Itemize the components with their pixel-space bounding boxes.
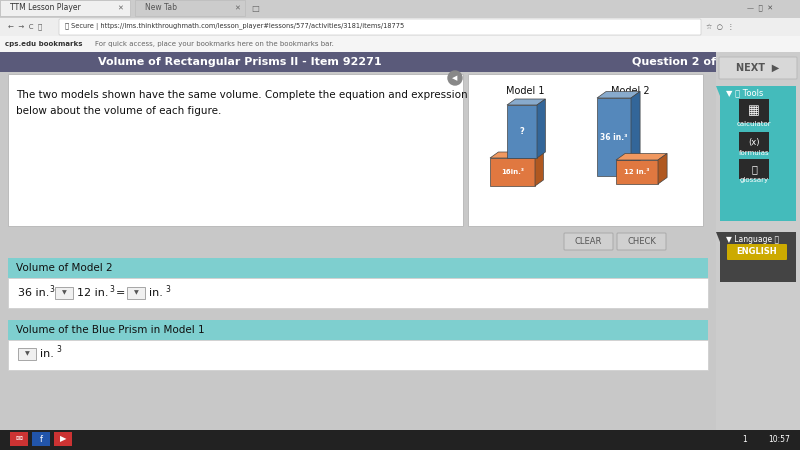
Text: ▼: ▼ bbox=[25, 351, 30, 356]
Text: Volume of Rectangular Prisms II - Item 92271: Volume of Rectangular Prisms II - Item 9… bbox=[98, 57, 382, 67]
FancyBboxPatch shape bbox=[616, 160, 658, 184]
Text: 3: 3 bbox=[165, 284, 170, 293]
FancyBboxPatch shape bbox=[739, 159, 769, 179]
Polygon shape bbox=[658, 153, 667, 184]
Text: (x): (x) bbox=[748, 138, 760, 147]
Text: =: = bbox=[116, 288, 126, 298]
FancyBboxPatch shape bbox=[0, 0, 130, 16]
Text: The two models shown have the same volume. Complete the equation and expression
: The two models shown have the same volum… bbox=[16, 90, 468, 117]
FancyBboxPatch shape bbox=[507, 105, 537, 158]
Text: f: f bbox=[39, 435, 42, 444]
FancyBboxPatch shape bbox=[720, 86, 796, 221]
Text: ▼ Language ⓘ: ▼ Language ⓘ bbox=[726, 234, 779, 243]
Text: 3: 3 bbox=[49, 284, 54, 293]
Text: 🔒 Secure | https://lms.thinkthroughmath.com/lesson_player#lessons/577/activities: 🔒 Secure | https://lms.thinkthroughmath.… bbox=[65, 23, 404, 31]
Text: ✕: ✕ bbox=[234, 5, 240, 11]
Polygon shape bbox=[535, 152, 543, 186]
FancyBboxPatch shape bbox=[716, 52, 800, 430]
Text: ✕: ✕ bbox=[117, 5, 123, 11]
FancyBboxPatch shape bbox=[468, 74, 703, 226]
FancyBboxPatch shape bbox=[719, 57, 797, 79]
Text: NEXT  ▶: NEXT ▶ bbox=[736, 63, 780, 73]
Text: 📋: 📋 bbox=[751, 164, 757, 174]
FancyBboxPatch shape bbox=[8, 258, 708, 278]
Text: Question 2 of 7: Question 2 of 7 bbox=[632, 57, 728, 67]
Text: ▦: ▦ bbox=[748, 104, 760, 117]
FancyBboxPatch shape bbox=[10, 432, 28, 446]
Polygon shape bbox=[616, 153, 667, 160]
Text: glossary: glossary bbox=[739, 177, 769, 183]
FancyBboxPatch shape bbox=[597, 98, 631, 176]
Text: ✉: ✉ bbox=[15, 435, 22, 444]
Text: CHECK: CHECK bbox=[627, 237, 656, 246]
Polygon shape bbox=[490, 152, 543, 158]
Text: 36 in.³: 36 in.³ bbox=[600, 132, 628, 141]
Text: in.: in. bbox=[149, 288, 163, 298]
Text: ←  →  C  🏠: ← → C 🏠 bbox=[8, 24, 42, 30]
Text: ▼: ▼ bbox=[134, 291, 138, 296]
Text: 16in.³: 16in.³ bbox=[501, 169, 524, 175]
Polygon shape bbox=[716, 86, 720, 96]
Text: ☆  ○  ⋮: ☆ ○ ⋮ bbox=[706, 24, 734, 30]
FancyBboxPatch shape bbox=[135, 0, 245, 16]
FancyBboxPatch shape bbox=[8, 278, 708, 308]
FancyBboxPatch shape bbox=[720, 232, 796, 282]
Circle shape bbox=[448, 71, 462, 85]
Text: Model 1: Model 1 bbox=[506, 86, 544, 96]
Text: ?: ? bbox=[520, 127, 524, 136]
Text: TTM Lesson Player: TTM Lesson Player bbox=[10, 4, 81, 13]
FancyBboxPatch shape bbox=[490, 158, 535, 186]
Text: ▼ 🔧 Tools: ▼ 🔧 Tools bbox=[726, 89, 763, 98]
Text: CLEAR: CLEAR bbox=[575, 237, 602, 246]
Text: For quick access, place your bookmarks here on the bookmarks bar.: For quick access, place your bookmarks h… bbox=[95, 41, 334, 47]
FancyBboxPatch shape bbox=[0, 52, 800, 72]
FancyBboxPatch shape bbox=[564, 233, 613, 250]
Text: Model 2: Model 2 bbox=[610, 86, 650, 96]
FancyBboxPatch shape bbox=[8, 320, 708, 340]
FancyBboxPatch shape bbox=[0, 430, 800, 450]
Text: calculator: calculator bbox=[737, 121, 771, 127]
FancyBboxPatch shape bbox=[739, 99, 769, 123]
FancyBboxPatch shape bbox=[727, 244, 787, 260]
FancyBboxPatch shape bbox=[0, 0, 800, 18]
FancyBboxPatch shape bbox=[0, 36, 800, 52]
Text: 36 in.: 36 in. bbox=[18, 288, 50, 298]
FancyBboxPatch shape bbox=[32, 432, 50, 446]
Text: Volume of the Blue Prism in Model 1: Volume of the Blue Prism in Model 1 bbox=[16, 325, 205, 335]
Polygon shape bbox=[537, 99, 546, 158]
Text: formulas: formulas bbox=[738, 150, 770, 156]
Text: □: □ bbox=[251, 4, 259, 13]
Text: in.: in. bbox=[40, 349, 54, 359]
Text: 1: 1 bbox=[742, 436, 747, 445]
Text: 10:57: 10:57 bbox=[768, 436, 790, 445]
Text: ◀: ◀ bbox=[452, 75, 458, 81]
Polygon shape bbox=[716, 232, 720, 242]
FancyBboxPatch shape bbox=[55, 287, 73, 299]
FancyBboxPatch shape bbox=[8, 340, 708, 370]
Text: Volume of Model 2: Volume of Model 2 bbox=[16, 263, 113, 273]
FancyBboxPatch shape bbox=[127, 287, 145, 299]
Text: ENGLISH: ENGLISH bbox=[737, 248, 778, 256]
FancyBboxPatch shape bbox=[8, 74, 463, 226]
FancyBboxPatch shape bbox=[18, 348, 36, 360]
Text: 12 in.³: 12 in.³ bbox=[624, 169, 650, 175]
FancyBboxPatch shape bbox=[739, 132, 769, 152]
Text: cps.edu bookmarks: cps.edu bookmarks bbox=[5, 41, 82, 47]
Polygon shape bbox=[507, 99, 546, 105]
Text: New Tab: New Tab bbox=[145, 4, 177, 13]
Text: ▼: ▼ bbox=[62, 291, 66, 296]
Text: —  ⬜  ✕: — ⬜ ✕ bbox=[747, 4, 773, 11]
FancyBboxPatch shape bbox=[54, 432, 72, 446]
Text: 3: 3 bbox=[109, 284, 114, 293]
Polygon shape bbox=[631, 91, 640, 176]
Polygon shape bbox=[597, 91, 640, 98]
Text: 12 in.: 12 in. bbox=[77, 288, 109, 298]
FancyBboxPatch shape bbox=[59, 19, 701, 35]
FancyBboxPatch shape bbox=[0, 18, 800, 36]
Text: 3: 3 bbox=[56, 346, 61, 355]
FancyBboxPatch shape bbox=[617, 233, 666, 250]
Text: ▶: ▶ bbox=[60, 435, 66, 444]
